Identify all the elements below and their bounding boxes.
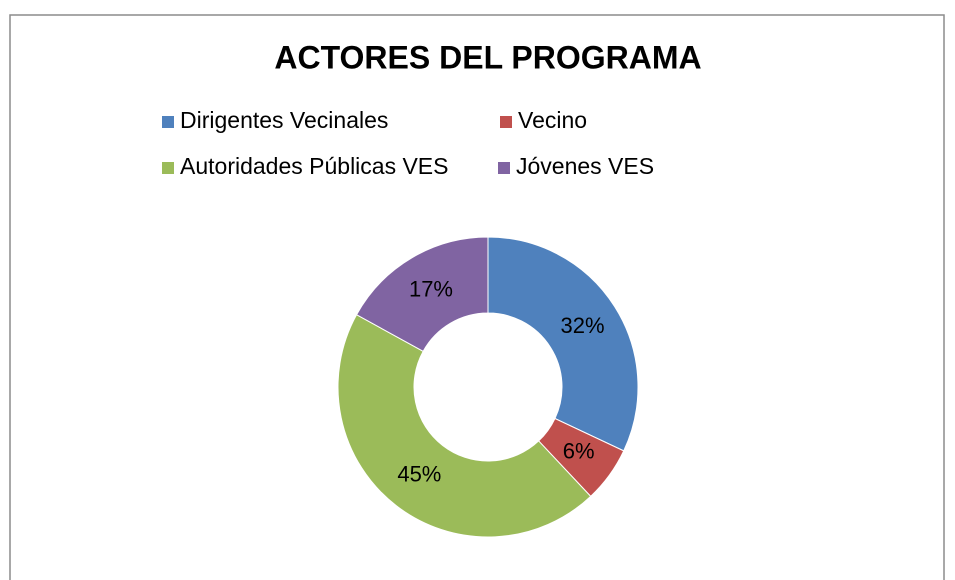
data-label: 17%: [409, 276, 453, 301]
donut-segment: [337, 314, 592, 538]
data-label: 45%: [397, 461, 441, 486]
legend-marker: [500, 116, 512, 128]
legend-label: Autoridades Públicas VES: [180, 153, 449, 179]
data-label: 6%: [563, 439, 595, 464]
chart-title: ACTORES DEL PROGRAMA: [274, 39, 701, 75]
donut-segment: [355, 236, 489, 353]
legend-label: Jóvenes VES: [516, 153, 654, 179]
legend-marker: [162, 162, 174, 174]
legend-marker: [498, 162, 510, 174]
legend-marker: [162, 116, 174, 128]
legend-label: Vecino: [518, 107, 587, 133]
legend-label: Dirigentes Vecinales: [180, 107, 388, 133]
donut-segment: [487, 236, 639, 452]
data-label: 32%: [561, 313, 605, 338]
